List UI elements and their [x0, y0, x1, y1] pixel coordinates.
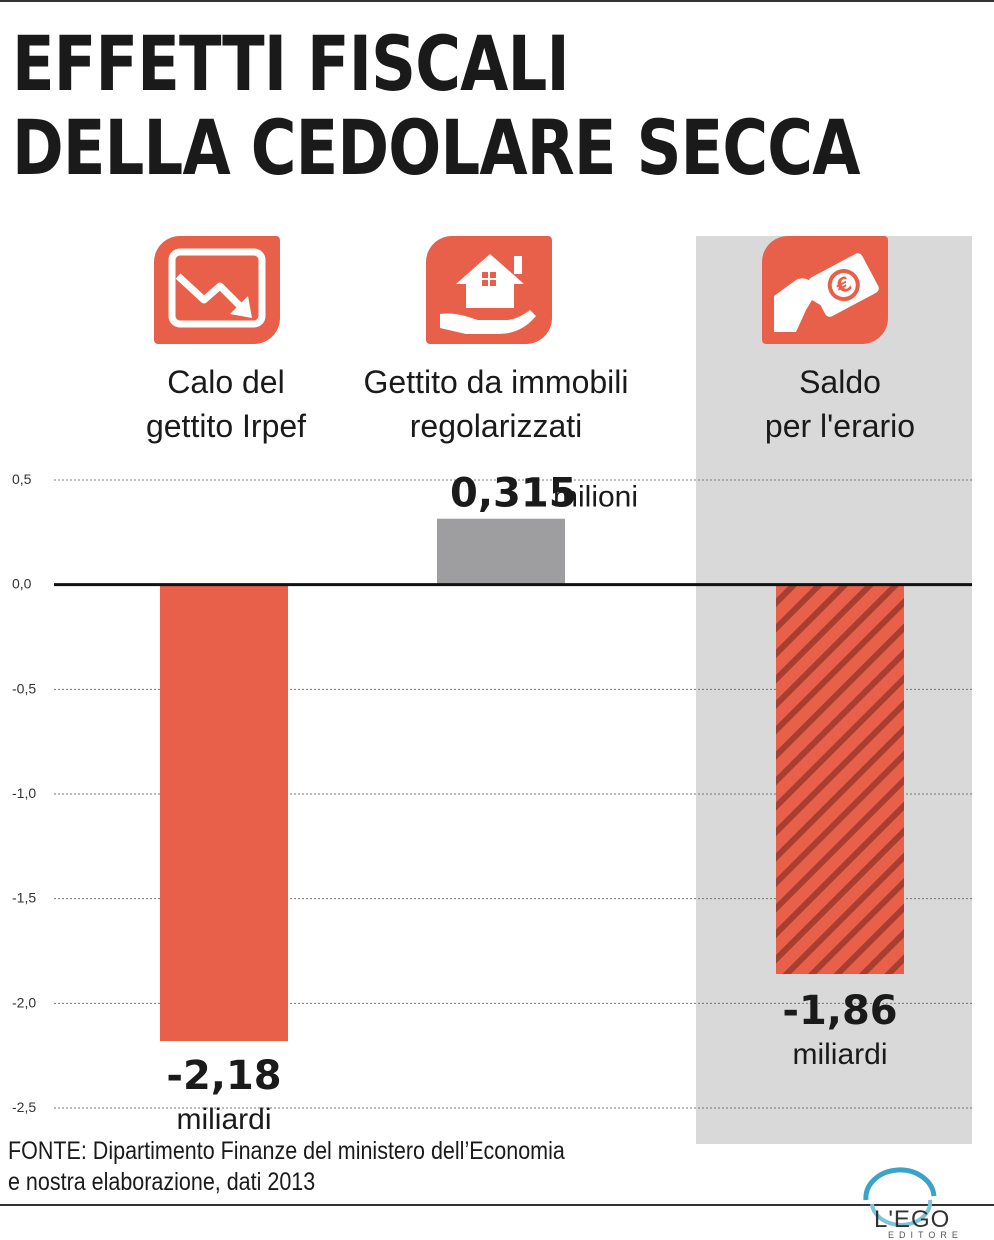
publisher-logo-icon — [863, 1167, 937, 1227]
source-line-1: FONTE: Dipartimento Finanze del minister… — [8, 1137, 565, 1165]
source-line-2: e nostra elaborazione, dati 2013 — [8, 1168, 316, 1196]
y-tick-label: 0,0 — [12, 576, 32, 592]
bar-2 — [437, 518, 565, 585]
value-label-bar-2: 0,315 — [450, 471, 577, 517]
value-unit-bar-1: miliardi — [176, 1103, 271, 1136]
title-line-1: EFFETTI FISCALI — [12, 19, 570, 108]
hand-euro-note-icon: € — [762, 236, 888, 344]
y-tick-label: 0,5 — [12, 471, 32, 487]
y-tick-label: -2,5 — [12, 1099, 36, 1115]
category-label-irpef: Calo del gettito Irpef — [145, 364, 307, 444]
logo-text: L'EGO — [874, 1206, 951, 1233]
value-label-bar-1: -2,18 — [166, 1053, 281, 1099]
logo-subtext: EDITORE — [888, 1230, 963, 1240]
top-rule — [0, 0, 994, 2]
source-note: FONTE: Dipartimento Finanze del minister… — [8, 1136, 565, 1198]
y-tick-label: -2,0 — [12, 994, 36, 1010]
value-label-bar-3: -1,86 — [782, 988, 897, 1034]
value-unit-bar-2: milioni — [553, 481, 638, 514]
bar-1 — [160, 584, 288, 1042]
y-tick-label: -0,5 — [12, 680, 36, 696]
bar-3 — [776, 584, 904, 975]
value-unit-bar-3: miliardi — [792, 1038, 887, 1071]
category-label-immobili: Gettito da immobili regolarizzati — [363, 364, 629, 444]
title-line-2: DELLA CEDOLARE SECCA — [12, 103, 860, 192]
bottom-rule — [0, 1204, 994, 1206]
chart-title: EFFETTI FISCALI DELLA CEDOLARE SECCA — [12, 22, 860, 190]
y-tick-label: -1,5 — [12, 890, 36, 906]
category-label-saldo: Saldo per l'erario — [764, 364, 916, 444]
y-tick-label: -1,0 — [12, 785, 36, 801]
house-in-hand-icon — [426, 236, 552, 344]
trending-down-icon — [154, 236, 280, 344]
